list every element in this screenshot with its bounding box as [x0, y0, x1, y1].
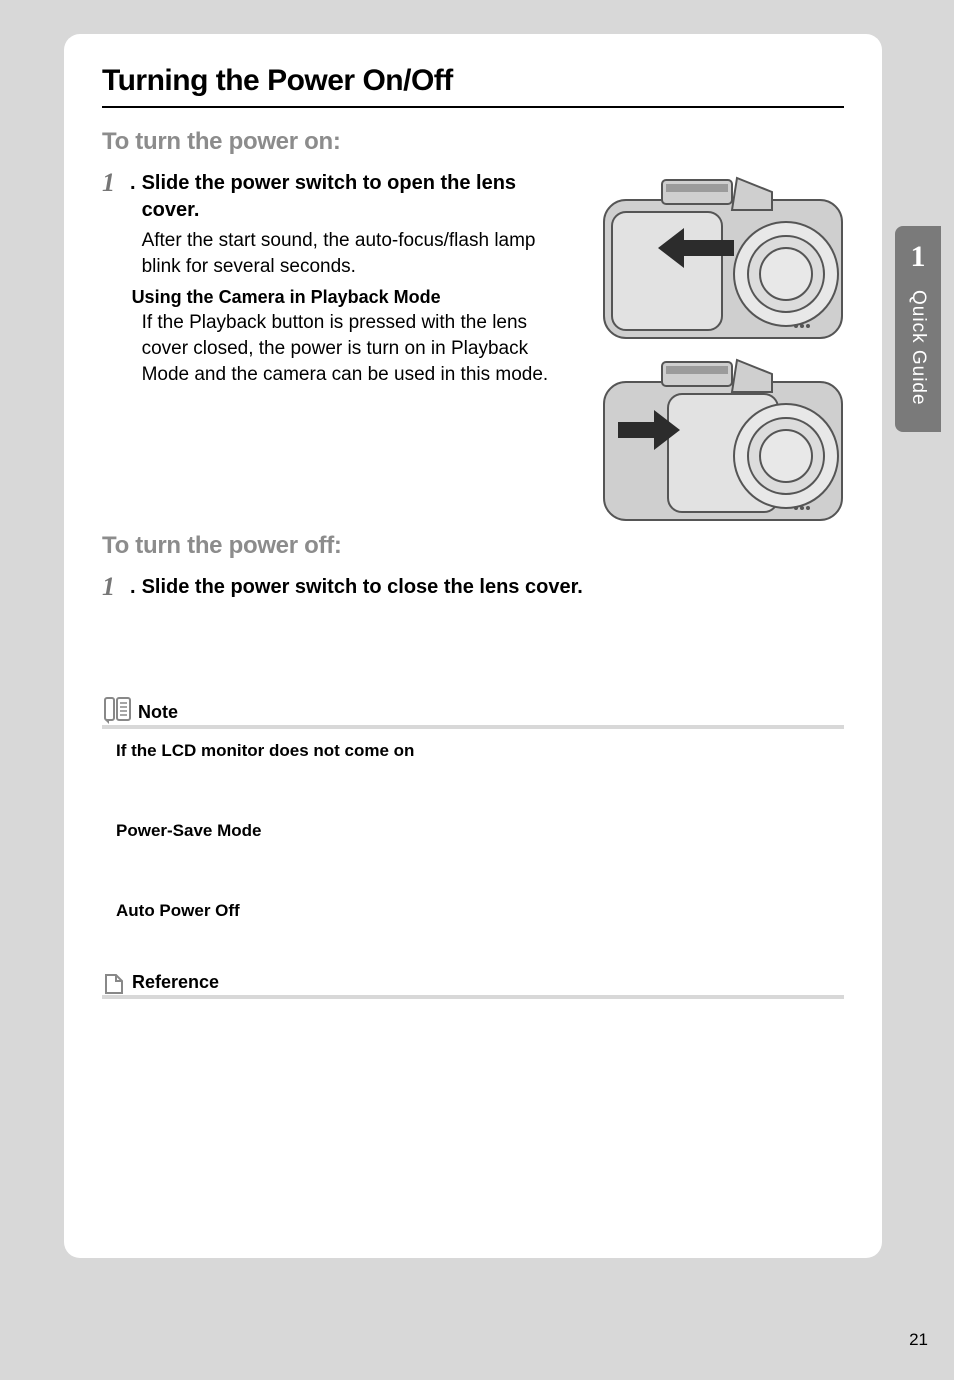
chapter-number: 1 [911, 240, 926, 274]
illustration-column [602, 170, 844, 522]
reference-label: Reference [132, 972, 219, 995]
subsection-desc: If the Playback button is pressed with t… [142, 310, 576, 387]
step-title: Slide the power switch to open the lens … [142, 170, 576, 224]
note-label: Note [138, 702, 178, 725]
section-heading-off: To turn the power off: [102, 532, 844, 560]
page-title: Turning the Power On/Off [102, 64, 844, 108]
page-card: Turning the Power On/Off To turn the pow… [64, 34, 882, 1258]
step-desc: After the start sound, the auto-focus/fl… [142, 228, 576, 279]
step-off-1: 1 . Slide the power switch to close the … [102, 574, 844, 605]
chapter-label: Quick Guide [907, 290, 929, 406]
note-header: Note [102, 695, 844, 729]
power-on-text: 1 . Slide the power switch to open the l… [102, 170, 576, 522]
camera-closed-illustration [602, 352, 844, 522]
chapter-tab: 1 Quick Guide [895, 226, 941, 432]
reference-icon [102, 971, 126, 995]
note-item: If the LCD monitor does not come on [116, 741, 844, 761]
note-item: Power-Save Mode [116, 821, 844, 841]
power-on-row: 1 . Slide the power switch to open the l… [102, 170, 844, 522]
note-item: Auto Power Off [116, 901, 844, 921]
reference-block: Reference [102, 971, 844, 999]
step-body: Slide the power switch to close the lens… [142, 574, 844, 605]
step-separator: . [130, 170, 136, 196]
subsection-title: Using the Camera in Playback Mode [132, 287, 576, 308]
step-title: Slide the power switch to close the lens… [142, 574, 844, 601]
section-heading-on: To turn the power on: [102, 128, 844, 156]
step-body: Slide the power switch to open the lens … [142, 170, 576, 395]
step-number: 1 [102, 170, 128, 196]
step-on-1: 1 . Slide the power switch to open the l… [102, 170, 576, 395]
camera-open-illustration [602, 170, 844, 340]
reference-header: Reference [102, 971, 844, 999]
page-number: 21 [909, 1330, 928, 1350]
step-separator: . [130, 574, 136, 600]
step-number: 1 [102, 574, 128, 600]
note-icon [102, 695, 132, 725]
note-block: Note If the LCD monitor does not come on… [102, 695, 844, 921]
